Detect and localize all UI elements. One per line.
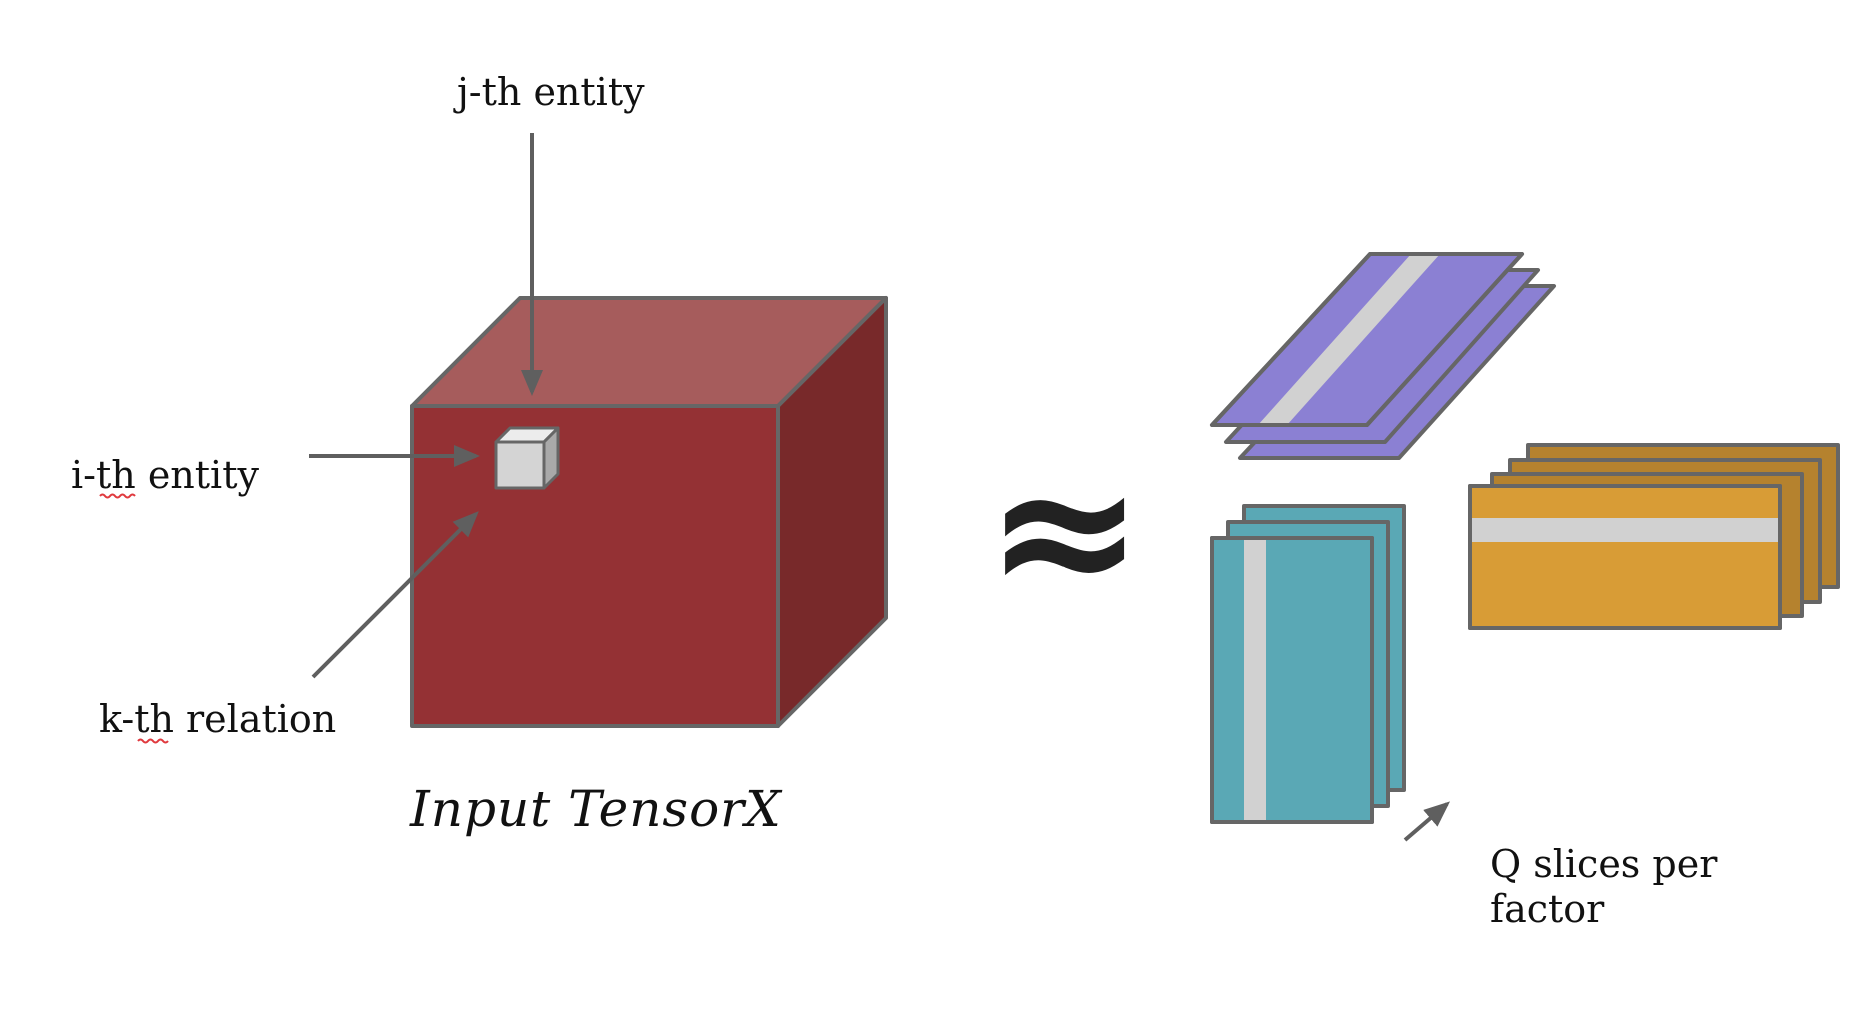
purple-slice-highlight [1258,254,1440,425]
k-relation-label: k-th relation [99,697,336,741]
q-slices-label-line-2: factor [1490,887,1605,931]
gold-slice-highlight [1472,518,1778,542]
approximately-equal-symbol: ≈ [985,420,1144,641]
tensor-element-cube [494,426,560,490]
spellcheck-underline [99,493,136,499]
teal-slice-1-outline [1210,536,1374,824]
i-entity-label: i-th entity [71,453,259,497]
purple-factor-slices [1210,252,1556,460]
teal-slice-highlight [1244,540,1266,820]
k-relation-arrow [311,511,479,679]
q-slices-label-line-1: Q slices per [1490,842,1718,886]
teal-slice-1 [1210,536,1374,824]
spellcheck-underline [137,738,169,744]
teal-factor-slices [1210,504,1406,824]
j-entity-label: j-th entity [453,70,645,114]
gold-factor-slices [1468,443,1840,630]
purple-slice-1-outline [1210,252,1524,427]
gold-slice-1 [1468,484,1782,630]
input-tensor-caption: Input TensorX [409,780,783,838]
gold-slice-1-outline [1468,484,1782,630]
input-tensor-cube [410,296,888,728]
q-slices-arrow [1403,801,1451,842]
